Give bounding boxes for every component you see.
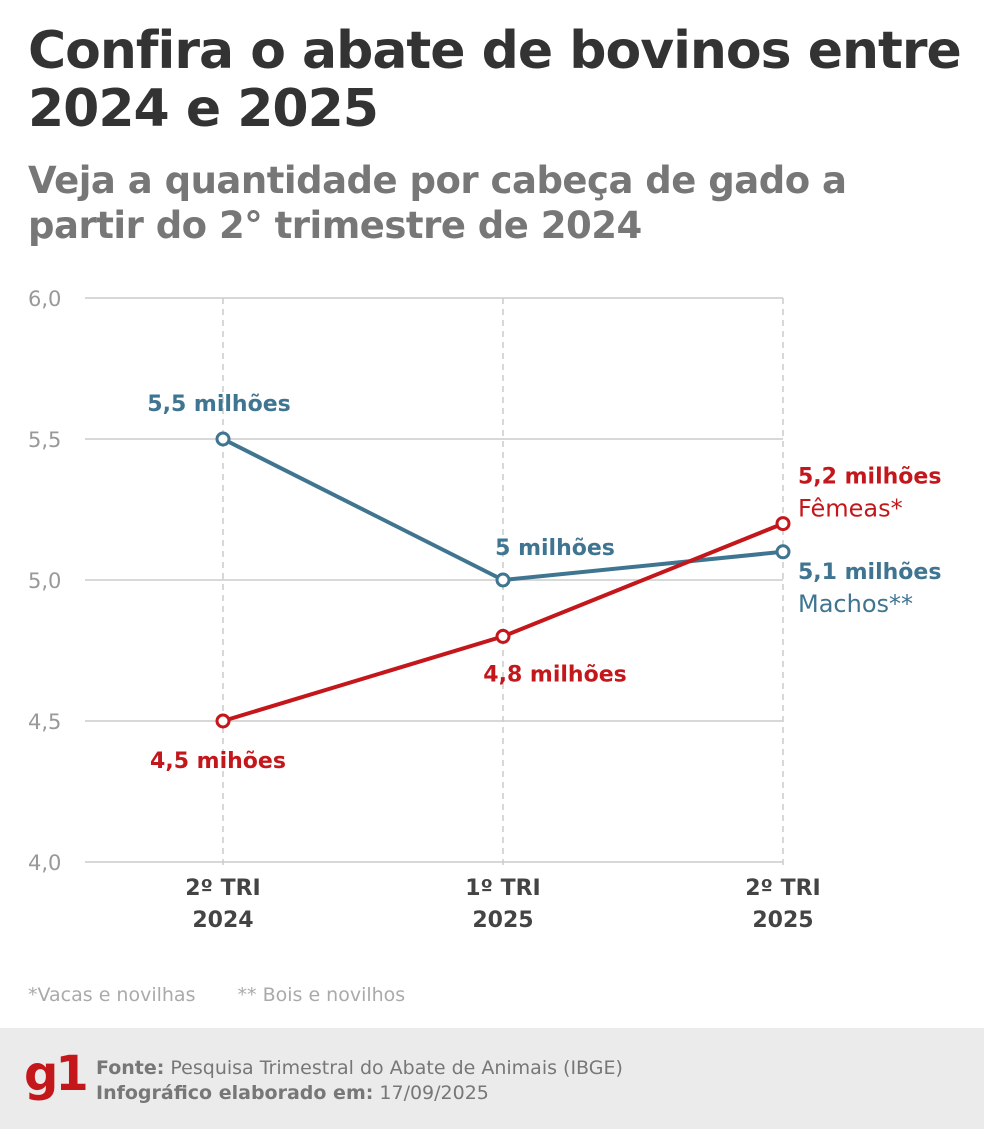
- data-label: 4,8 milhões: [483, 662, 626, 687]
- line-chart: 4,0 4,5 5,0 5,5 6,0 2º TRI 2024 1º TRI 2025 2º TR…: [28, 287, 941, 933]
- date-label: Infográfico elaborado em:: [96, 1082, 374, 1104]
- note-femeas: *Vacas e novilhas: [28, 984, 196, 1006]
- data-point: [215, 431, 231, 447]
- x-tick-label: 2º TRI: [745, 876, 821, 901]
- x-tick-label: 2º TRI: [185, 876, 261, 901]
- y-tick-label: 4,0: [28, 851, 61, 875]
- y-tick-label: 4,5: [28, 710, 61, 734]
- data-label: 5 milhões: [495, 536, 615, 561]
- source-block: Fonte: Pesquisa Trimestral do Abate de A…: [96, 1056, 623, 1106]
- series-name-label: Fêmeas*: [798, 495, 903, 523]
- chart-subtitle: Veja a quantidade por cabeça de gado a p…: [28, 159, 847, 247]
- data-point: [775, 544, 791, 560]
- data-label: 4,5 mihões: [150, 749, 286, 774]
- series-name-label: Machos**: [798, 590, 913, 618]
- data-label: 5,1 milhões: [798, 560, 941, 585]
- date-text: 17/09/2025: [379, 1082, 489, 1104]
- y-tick-label: 6,0: [28, 287, 61, 311]
- y-tick-label: 5,5: [28, 428, 61, 452]
- footnotes: *Vacas e novilhas ** Bois e novilhos: [28, 984, 441, 1006]
- chart-title: Confira o abate de bovinos entre 2024 e …: [28, 21, 962, 139]
- data-point: [775, 516, 791, 532]
- x-tick-label: 2024: [192, 908, 253, 933]
- source-text: Pesquisa Trimestral do Abate de Animais …: [170, 1057, 623, 1079]
- x-tick-label: 1º TRI: [465, 876, 541, 901]
- source-label: Fonte:: [96, 1057, 165, 1079]
- g1-logo: g1: [24, 1046, 89, 1102]
- footer: g1 Fonte: Pesquisa Trimestral do Abate d…: [0, 1028, 984, 1129]
- x-tick-label: 2025: [472, 908, 533, 933]
- data-point: [495, 572, 511, 588]
- y-tick-label: 5,0: [28, 569, 61, 593]
- x-tick-label: 2025: [752, 908, 813, 933]
- data-label: 5,5 milhões: [147, 392, 290, 417]
- data-label: 5,2 milhões: [798, 465, 941, 490]
- data-point: [495, 628, 511, 644]
- note-machos: ** Bois e novilhos: [237, 984, 406, 1006]
- data-point: [215, 713, 231, 729]
